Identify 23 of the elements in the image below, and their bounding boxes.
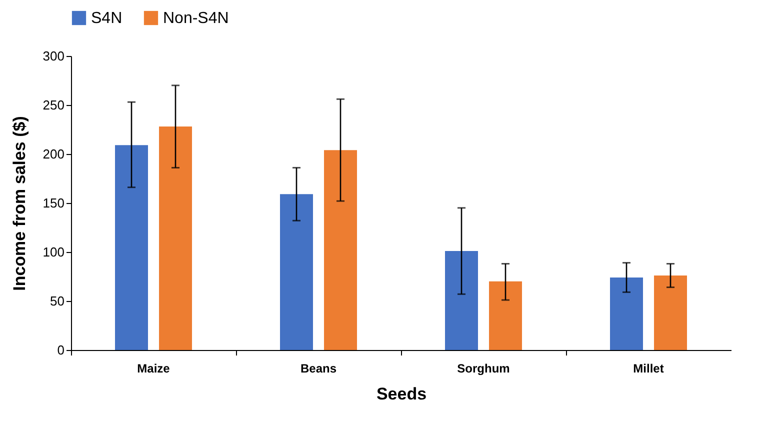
bar <box>610 277 643 350</box>
bar <box>324 150 357 350</box>
bar <box>159 126 192 350</box>
y-axis-title: Income from sales ($) <box>10 116 29 291</box>
x-tick-label: Sorghum <box>457 362 510 376</box>
y-tick-label: 100 <box>42 244 64 260</box>
x-tick-label: Maize <box>137 362 170 376</box>
legend-label: Non-S4N <box>163 10 229 27</box>
bar <box>115 145 148 350</box>
bar <box>280 194 313 350</box>
y-tick-label: 200 <box>42 146 64 162</box>
y-tick-label: 250 <box>42 98 64 112</box>
x-tick-label: Beans <box>300 362 337 376</box>
x-tick-label: Millet <box>633 362 664 376</box>
y-tick-label: 50 <box>50 294 64 308</box>
y-tick-label: 300 <box>42 48 64 64</box>
bar <box>445 251 478 350</box>
legend-label: S4N <box>91 10 122 27</box>
y-tick-label: 150 <box>42 196 64 210</box>
x-axis-title: Seeds <box>376 384 427 404</box>
y-tick-label: 0 <box>57 342 64 358</box>
bar <box>489 281 522 350</box>
bar <box>654 276 687 350</box>
